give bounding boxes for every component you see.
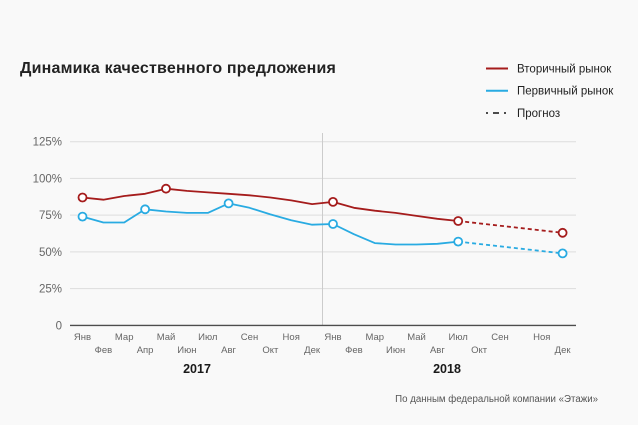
svg-text:Май: Май — [407, 332, 426, 343]
svg-text:Прогноз: Прогноз — [517, 108, 560, 120]
svg-text:Июн: Июн — [177, 345, 196, 356]
svg-text:125%: 125% — [33, 137, 62, 149]
svg-text:Фев: Фев — [345, 345, 363, 356]
svg-text:Июл: Июл — [449, 332, 468, 343]
svg-text:Июл: Июл — [198, 332, 217, 343]
svg-text:Мар: Мар — [115, 332, 134, 343]
svg-text:Май: Май — [157, 332, 176, 343]
svg-text:Ноя: Ноя — [283, 332, 300, 343]
svg-text:Окт: Окт — [262, 345, 279, 356]
svg-text:75%: 75% — [39, 210, 62, 222]
svg-text:Сен: Сен — [491, 332, 508, 343]
svg-text:Вторичный рынок: Вторичный рынок — [517, 64, 612, 76]
svg-text:Янв: Янв — [74, 332, 91, 343]
svg-text:Мар: Мар — [366, 332, 385, 343]
svg-text:По данным федеральной компании: По данным федеральной компании «Этажи» — [395, 394, 598, 405]
svg-text:Сен: Сен — [241, 332, 258, 343]
svg-text:2017: 2017 — [183, 362, 211, 376]
svg-text:2018: 2018 — [433, 362, 461, 376]
svg-text:Авг: Авг — [430, 345, 445, 356]
svg-text:Янв: Янв — [324, 332, 341, 343]
svg-text:0: 0 — [56, 320, 62, 332]
svg-text:25%: 25% — [39, 284, 62, 296]
svg-text:Апр: Апр — [137, 345, 154, 356]
svg-text:Окт: Окт — [471, 345, 488, 356]
svg-text:50%: 50% — [39, 247, 62, 259]
svg-text:Авг: Авг — [221, 345, 236, 356]
svg-text:100%: 100% — [33, 173, 62, 185]
svg-text:Фев: Фев — [95, 345, 113, 356]
svg-text:Ноя: Ноя — [533, 332, 550, 343]
svg-text:Дек: Дек — [555, 345, 572, 356]
svg-text:Июн: Июн — [386, 345, 405, 356]
svg-text:Дек: Дек — [304, 345, 321, 356]
svg-text:Первичный рынок: Первичный рынок — [517, 86, 614, 98]
